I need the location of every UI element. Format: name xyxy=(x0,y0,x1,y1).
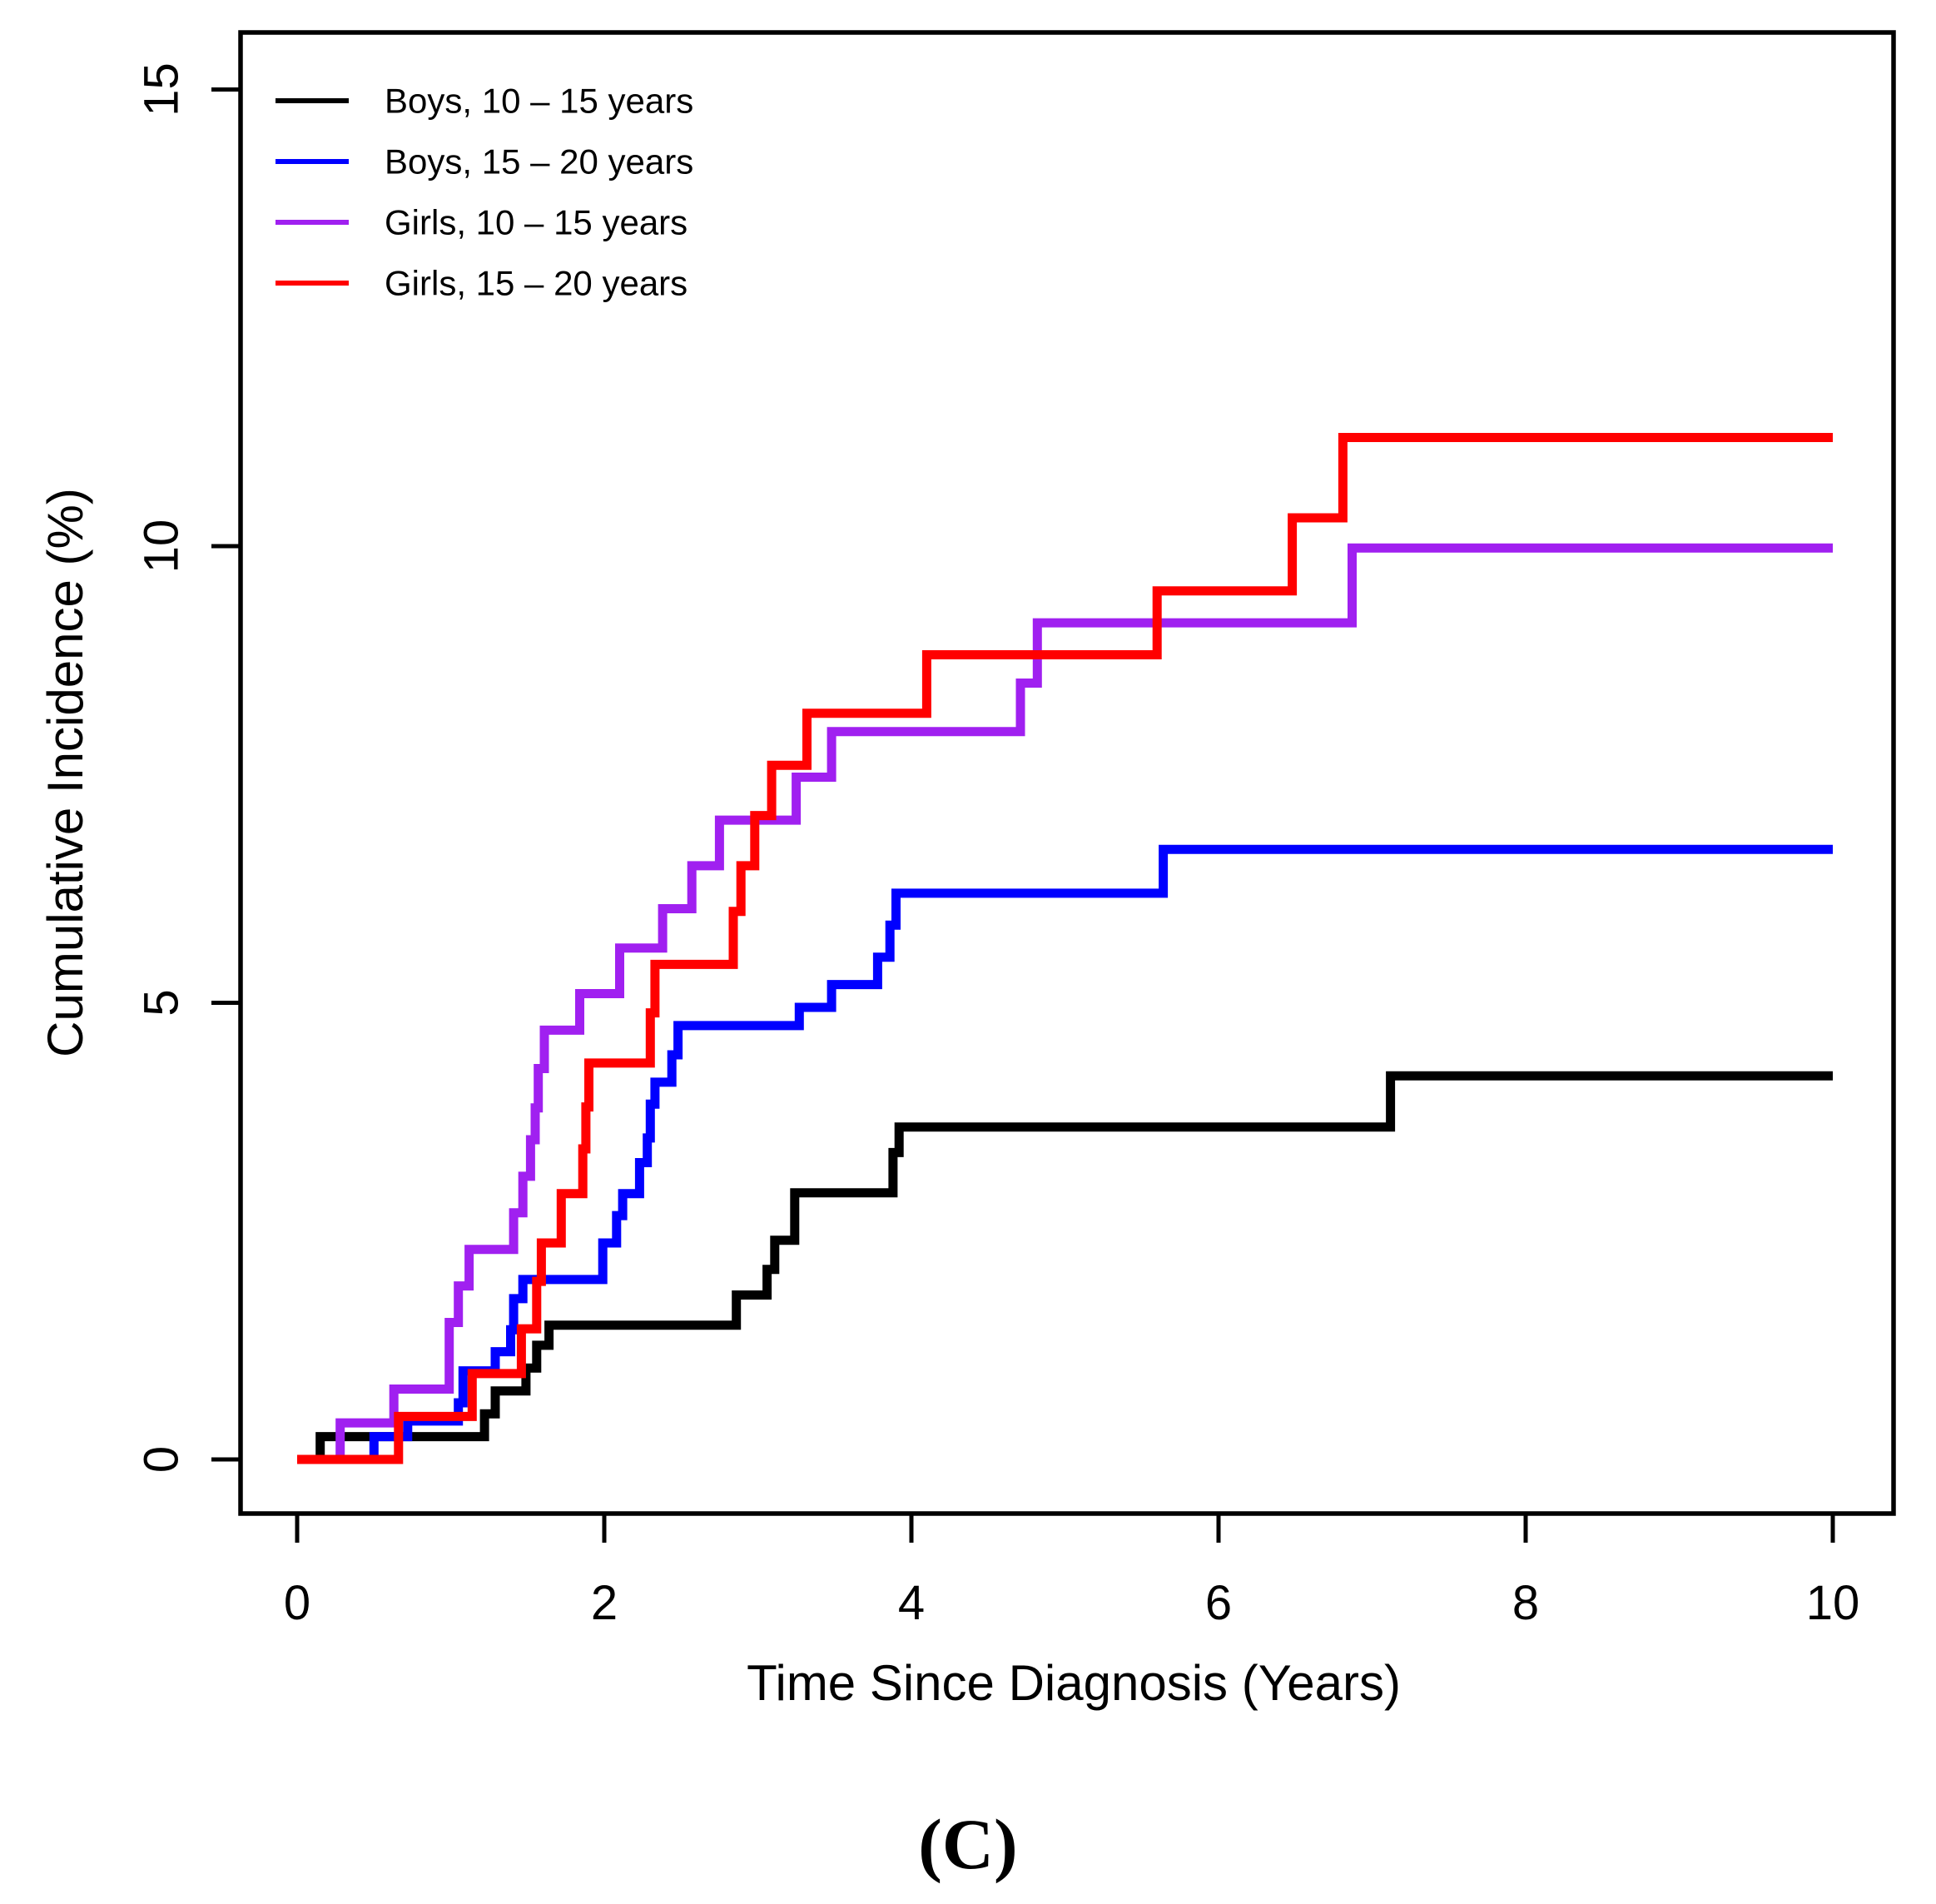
plot-border xyxy=(238,30,1896,1516)
series-line-girls-15-20-years xyxy=(297,433,1833,1464)
y-axis-title: Cumulative Incidence (%) xyxy=(37,488,93,1057)
y-axis-tick-label: 0 xyxy=(134,1446,188,1473)
legend-label-boys-10-15-years: Boys, 10 – 15 years xyxy=(385,82,693,121)
x-axis-title: Time Since Diagnosis (Years) xyxy=(747,1655,1401,1711)
x-axis-tick-label: 0 xyxy=(284,1576,310,1630)
x-axis-tick-label: 10 xyxy=(1806,1576,1860,1630)
x-axis-tick-label: 6 xyxy=(1205,1576,1232,1630)
legend-label-girls-10-15-years: Girls, 10 – 15 years xyxy=(385,203,688,242)
legend-label-boys-15-20-years: Boys, 15 – 20 years xyxy=(385,142,693,181)
x-axis-tick-label: 4 xyxy=(898,1576,925,1630)
y-axis-tick-label: 15 xyxy=(134,62,188,117)
y-axis-tick-label: 10 xyxy=(134,519,188,574)
x-axis-tick-label: 2 xyxy=(591,1576,618,1630)
series-line-boys-15-20-years xyxy=(297,844,1833,1464)
y-axis-tick-label: 5 xyxy=(134,989,188,1016)
x-axis-tick-label: 8 xyxy=(1512,1576,1539,1630)
series-line-girls-10-15-years xyxy=(297,543,1833,1464)
legend-label-girls-15-20-years: Girls, 15 – 20 years xyxy=(385,264,688,303)
series-line-boys-10-15-years xyxy=(297,1071,1833,1464)
panel-caption: (C) xyxy=(918,1804,1018,1884)
